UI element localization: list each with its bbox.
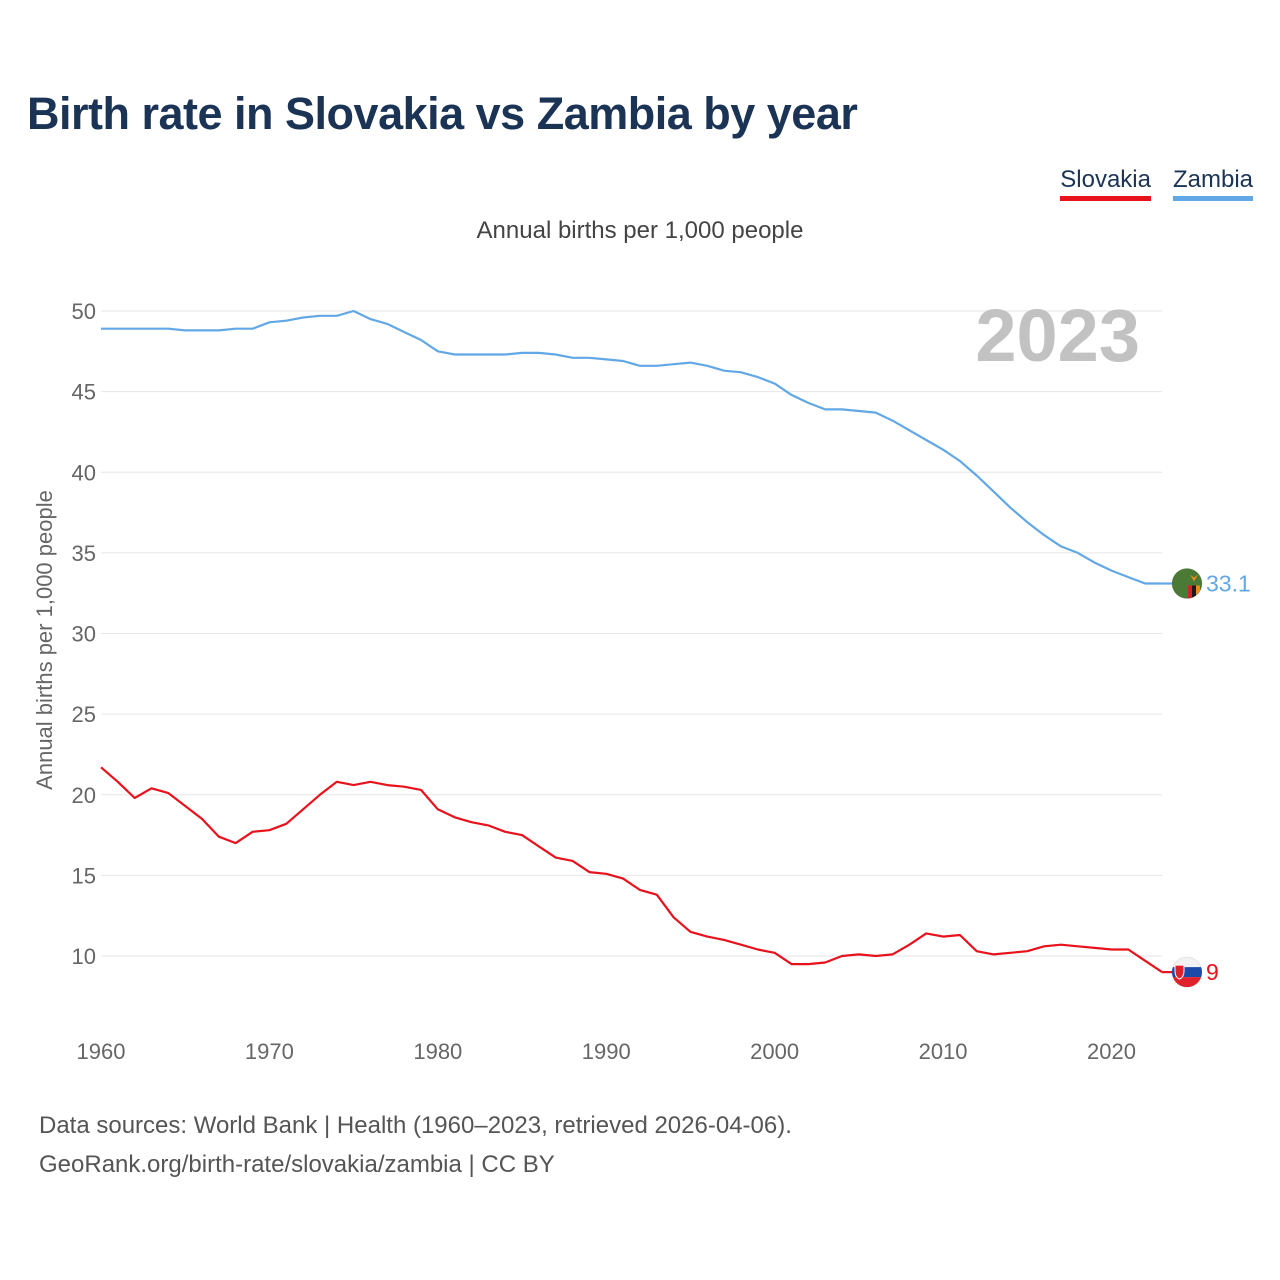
end-value-label-zambia: 33.1	[1206, 571, 1251, 597]
x-tick-label: 1980	[413, 1039, 462, 1064]
y-tick-label: 15	[72, 863, 96, 888]
footer: Data sources: World Bank | Health (1960–…	[39, 1106, 792, 1184]
series-lines	[100, 309, 1163, 974]
y-tick-label: 50	[72, 299, 96, 324]
legend: Slovakia Zambia	[1060, 166, 1253, 201]
x-tick-label: 2010	[919, 1039, 968, 1064]
series-line-slovakia[interactable]	[100, 766, 1163, 974]
end-markers: 933.1	[1162, 568, 1251, 988]
x-tick-label: 1970	[245, 1039, 294, 1064]
x-tick-label: 1960	[77, 1039, 126, 1064]
x-tick-label: 2000	[750, 1039, 799, 1064]
y-tick-label: 40	[72, 460, 96, 485]
chart-title: Birth rate in Slovakia vs Zambia by year	[27, 88, 858, 139]
y-tick-label: 30	[72, 622, 96, 647]
legend-item-slovakia[interactable]: Slovakia	[1060, 166, 1151, 201]
slovakia-flag-icon	[1171, 956, 1203, 988]
y-tick-label: 25	[72, 702, 96, 727]
y-tick-label: 35	[72, 541, 96, 566]
y-axis: 10 15 20 25 30 35 40 45 50	[72, 299, 96, 969]
gridlines	[101, 310, 1162, 957]
y-tick-label: 45	[72, 380, 96, 405]
y-axis-label: Annual births per 1,000 people	[32, 490, 57, 790]
footer-link[interactable]: GeoRank.org/birth-rate/slovakia/zambia |…	[39, 1151, 555, 1178]
series-line-zambia[interactable]	[101, 309, 1162, 585]
chart-subtitle: Annual births per 1,000 people	[476, 217, 804, 244]
x-tick-label: 1990	[582, 1039, 631, 1064]
end-value-label-slovakia: 9	[1206, 959, 1219, 985]
x-tick-label: 2020	[1087, 1039, 1136, 1064]
x-axis: 1960 1970 1980 1990 2000 2010 2020	[77, 1039, 1136, 1064]
y-tick-label: 20	[72, 783, 96, 808]
year-label: 2023	[975, 294, 1140, 377]
legend-item-zambia[interactable]: Zambia	[1172, 166, 1253, 201]
zambia-flag-icon	[1171, 568, 1203, 600]
y-tick-label: 10	[72, 944, 96, 969]
footer-source: Data sources: World Bank | Health (1960–…	[39, 1112, 792, 1139]
